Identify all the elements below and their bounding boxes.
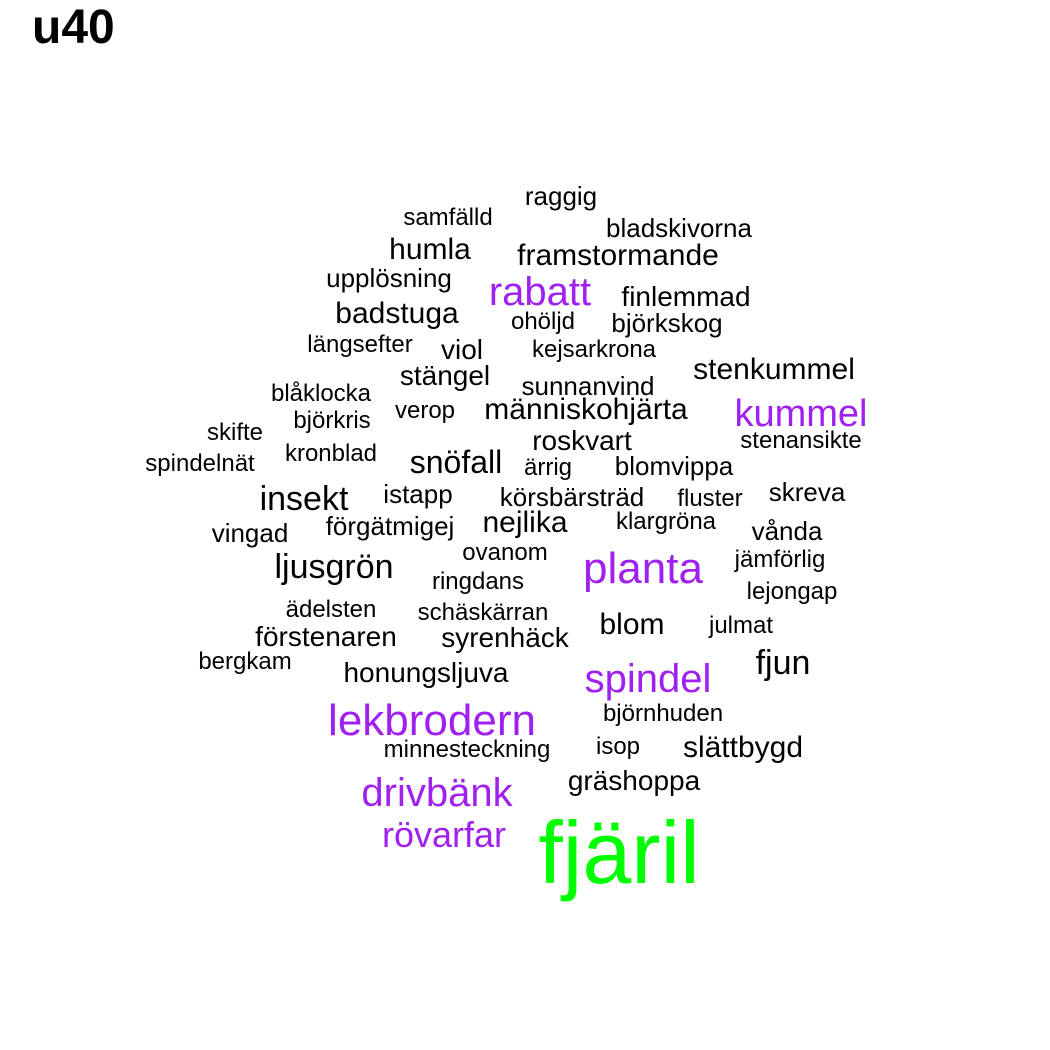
- word-cloud-word: istapp: [383, 479, 453, 509]
- word-cloud-word: minnesteckning: [383, 736, 551, 763]
- word-cloud-word: längsefter: [307, 331, 413, 358]
- word-cloud-word: ovanom: [462, 539, 548, 566]
- word-cloud-word: ljusgrön: [274, 548, 394, 586]
- word-cloud-word: ringdans: [431, 568, 525, 595]
- word-cloud-word: lekbrodern: [328, 696, 536, 745]
- word-cloud-word: fluster: [677, 485, 743, 512]
- word-cloud-word: klargröna: [615, 508, 717, 535]
- word-cloud-word: björnhuden: [602, 700, 724, 727]
- word-cloud-word: ärrig: [523, 454, 573, 481]
- word-cloud-word: jämförlig: [734, 546, 826, 573]
- word-cloud-word: vånda: [751, 516, 823, 546]
- word-cloud-word: skifte: [206, 419, 264, 446]
- word-cloud-word: spindel: [584, 657, 712, 701]
- word-cloud-word: roskvart: [532, 425, 632, 456]
- word-cloud-word: schäskärran: [417, 599, 549, 626]
- page-title: u40: [32, 1, 115, 54]
- word-cloud-word: rövarfar: [381, 814, 507, 855]
- word-cloud-word: ädelsten: [285, 596, 377, 623]
- word-cloud-word: spindelnät: [145, 450, 255, 477]
- word-cloud-word: fjun: [755, 644, 811, 682]
- word-cloud-word: syrenhäck: [441, 622, 569, 653]
- word-cloud-word: verop: [394, 397, 456, 424]
- word-cloud-word: insekt: [259, 480, 349, 518]
- word-cloud-word: honungsljuva: [343, 657, 509, 688]
- word-cloud-word: kejsarkrona: [531, 336, 657, 363]
- word-cloud-word: stängel: [399, 360, 491, 391]
- word-cloud-word: fjäril: [538, 803, 700, 902]
- word-cloud-word: humla: [389, 233, 471, 266]
- word-cloud-word: kummel: [734, 393, 868, 435]
- word-cloud-word: ohöljd: [510, 308, 576, 335]
- word-cloud-word: gräshoppa: [567, 765, 701, 796]
- word-cloud-word: blåklocka: [270, 380, 372, 407]
- word-cloud-word: sunnanvind: [521, 371, 655, 401]
- word-cloud-word: blomvippa: [614, 451, 734, 481]
- word-cloud-word: drivbänk: [361, 771, 513, 815]
- word-cloud-word: vingad: [211, 518, 289, 548]
- word-cloud-word: framstormande: [517, 239, 719, 272]
- word-cloud-word: björkskog: [611, 308, 723, 338]
- word-cloud-word: bladskivorna: [606, 213, 752, 243]
- word-cloud-word: julmat: [708, 612, 774, 639]
- word-cloud-word: snöfall: [409, 444, 503, 480]
- word-cloud-word: finlemmad: [621, 281, 751, 312]
- word-cloud-word: slättbygd: [682, 731, 804, 764]
- word-cloud-word: björkris: [293, 407, 371, 434]
- word-cloud-word: lejongap: [746, 578, 838, 605]
- word-cloud-word: badstuga: [335, 297, 459, 330]
- word-cloud-word: rabatt: [488, 270, 592, 314]
- word-cloud-word: förgätmigej: [325, 511, 455, 541]
- word-cloud-word: blom: [599, 608, 665, 641]
- word-cloud-word: stenansikte: [740, 427, 862, 454]
- word-cloud-word: nejlika: [482, 506, 568, 539]
- word-cloud-word: människohjärta: [484, 393, 688, 426]
- word-cloud-word: samfälld: [403, 204, 493, 231]
- word-cloud-word: raggig: [524, 181, 598, 211]
- word-cloud-word: körsbärsträd: [499, 482, 645, 512]
- word-cloud-word: planta: [583, 544, 703, 593]
- word-cloud-word: bergkam: [198, 648, 292, 675]
- word-cloud-word: förstenaren: [255, 621, 397, 652]
- word-cloud-word: isop: [595, 733, 641, 760]
- word-cloud-word: stenkummel: [693, 353, 855, 386]
- word-cloud-word: kronblad: [284, 440, 378, 467]
- word-cloud-word: skreva: [768, 477, 846, 507]
- word-cloud-word: viol: [440, 334, 484, 365]
- word-cloud-word: upplösning: [326, 263, 452, 293]
